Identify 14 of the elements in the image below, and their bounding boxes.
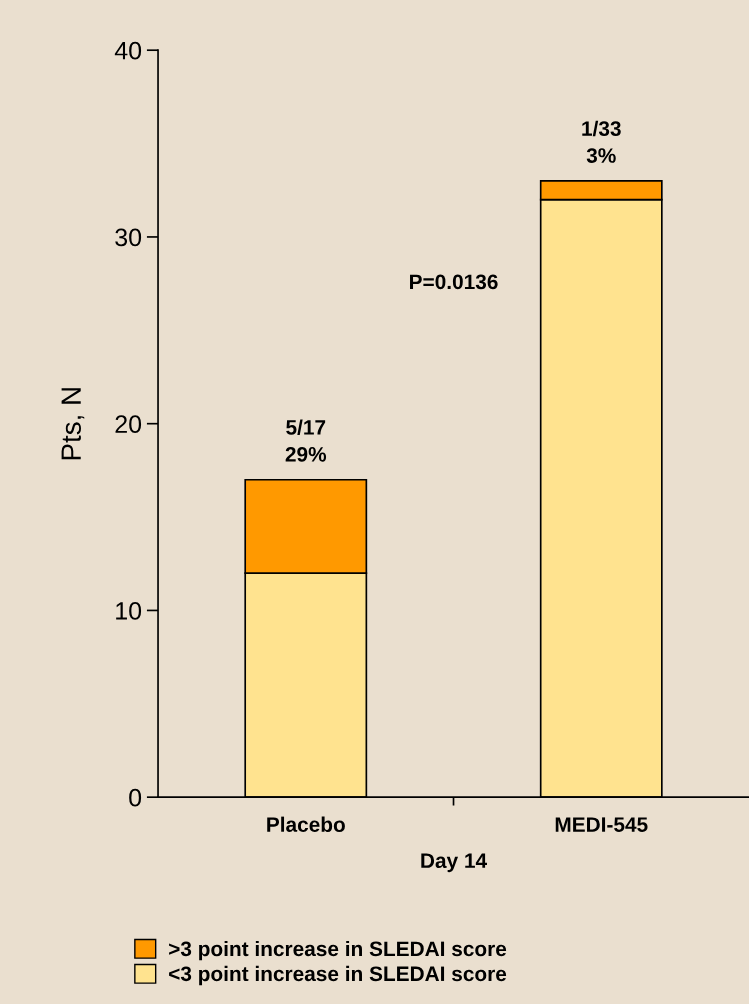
y-tick-label: 40 [114,41,142,60]
legend-label: <3 point increase in SLEDAI score [169,965,507,986]
y-tick-label: 20 [115,415,142,433]
y-axis-title: Pts, N [61,388,85,460]
y-tick-label: 10 [116,602,142,620]
annotation: 5/17 29% [285,419,327,462]
y-tick-label: 0 [129,788,142,807]
x-tick-label: MEDI-545 [555,817,648,832]
annotation: P=0.0136 [410,274,498,290]
x-axis-title: Day 14 [421,853,487,873]
annotation: 1/33 3% [582,120,621,163]
legend-label: >3 point increase in SLEDAI score [169,940,507,961]
y-tick-label: 30 [115,228,142,247]
x-tick-label: Placebo [267,816,345,832]
